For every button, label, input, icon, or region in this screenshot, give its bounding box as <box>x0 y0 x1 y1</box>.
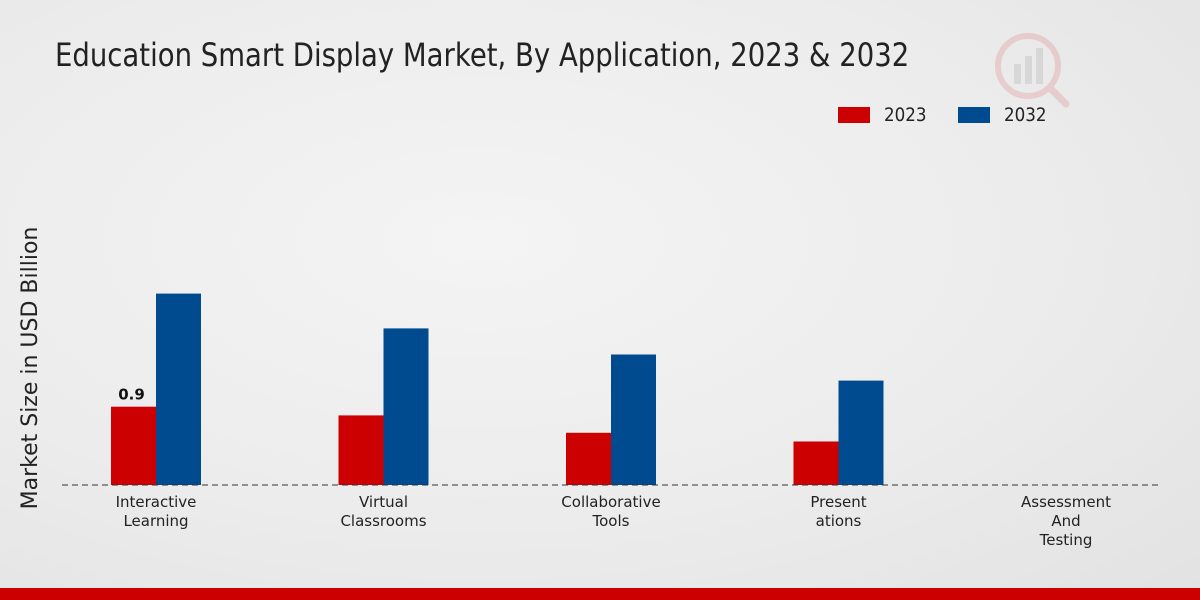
x-tick-label-3: Present ations <box>810 493 866 530</box>
logo-watermark-icon <box>995 33 1070 108</box>
bottom-accent-strip <box>0 588 1200 600</box>
bar-2032-2 <box>611 354 656 485</box>
x-tick-label-2: Collaborative Tools <box>561 493 660 530</box>
legend-item-2023[interactable]: 2023 <box>838 104 932 126</box>
bar-2032-3 <box>838 380 884 485</box>
x-tick-label-0: Interactive Learning <box>116 493 197 530</box>
legend-label-2032: 2032 <box>1004 104 1047 126</box>
legend-swatch-2032 <box>958 107 990 123</box>
bar-2032-1 <box>383 328 429 485</box>
bar-2032-0 <box>156 293 201 485</box>
data-label-0: 0.9 <box>118 386 145 404</box>
legend-item-2032[interactable]: 2032 <box>958 104 1052 126</box>
bar-2023-2 <box>566 432 611 485</box>
legend-swatch-2023 <box>838 107 870 123</box>
bar-2023-1 <box>338 415 384 485</box>
x-tick-label-1: Virtual Classrooms <box>340 493 426 530</box>
x-tick-label-4: Assessment And Testing <box>1021 493 1111 549</box>
bar-2023-3 <box>793 441 839 485</box>
chart-title: Education Smart Display Market, By Appli… <box>55 36 910 74</box>
bar-2023-0 <box>111 406 156 485</box>
legend-label-2023: 2023 <box>884 104 927 126</box>
